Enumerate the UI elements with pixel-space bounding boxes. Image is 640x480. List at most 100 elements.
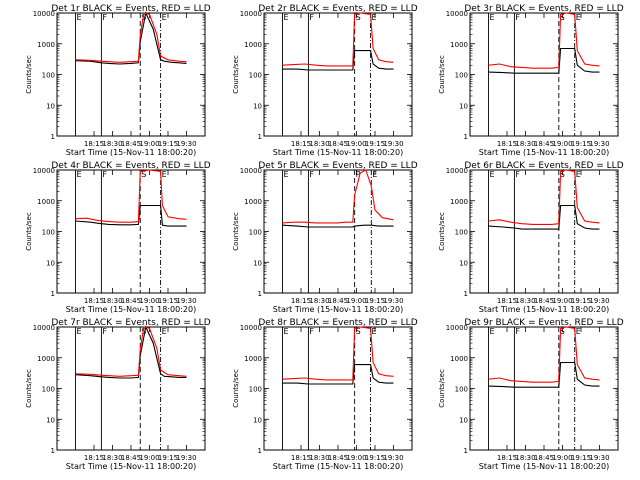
chart-panel-4: Det 4r BLACK = Events, RED = LLD 1 10 100 10… — [25, 161, 211, 314]
y-tick-label: 100 — [455, 229, 468, 237]
x-tick-label: 19:00 — [139, 140, 159, 148]
event-marker-label: E — [77, 170, 82, 179]
event-marker-label: F — [515, 327, 520, 336]
event-marker-label: E — [372, 13, 377, 22]
x-tick-label: 18:45 — [121, 454, 141, 462]
x-tick-label: 18:30 — [309, 140, 329, 148]
x-tick-label: 19:00 — [552, 297, 572, 305]
x-tick-label: 19:00 — [346, 140, 366, 148]
series-lld-line — [488, 326, 600, 383]
series-lld-line — [282, 169, 394, 224]
chart-panel-7: Det 7r BLACK = Events, RED = LLD 1 10 100 10… — [25, 318, 211, 471]
event-marker-label: E — [372, 327, 377, 336]
y-tick-label: 1 — [51, 290, 55, 298]
x-axis-label: Start Time (15-Nov-11 18:00:20) — [273, 462, 403, 471]
x-tick-label: 19:30 — [589, 297, 609, 305]
x-tick-label: 18:30 — [515, 454, 535, 462]
event-marker-label: F — [515, 13, 520, 22]
x-tick-label: 19:30 — [176, 140, 196, 148]
x-tick-label: 19:15 — [365, 140, 385, 148]
series-events-line — [75, 325, 187, 379]
event-marker-label: F — [102, 13, 107, 22]
y-tick-label: 10 — [459, 416, 468, 424]
x-tick-label: 19:15 — [571, 454, 591, 462]
y-tick-label: 10000 — [33, 10, 55, 18]
event-marker-label: F — [515, 170, 520, 179]
y-tick-label: 1 — [464, 133, 468, 141]
plot-frame — [263, 326, 413, 451]
x-tick-label: 18:15 — [291, 297, 311, 305]
event-marker-label: S — [141, 13, 146, 22]
series-lld-line — [282, 12, 394, 67]
event-marker-label: E — [576, 13, 581, 22]
event-marker-label: P — [356, 170, 361, 179]
plot-frame — [56, 169, 206, 294]
plot-frame — [56, 326, 206, 451]
event-marker-label: S — [560, 170, 565, 179]
x-tick-label: 18:30 — [515, 297, 535, 305]
y-tick-label: 1000 — [450, 41, 468, 49]
chart-title: Det 4r BLACK = Events, RED = LLD — [51, 161, 210, 171]
series-events-line — [282, 50, 394, 71]
x-tick-label: 19:15 — [571, 297, 591, 305]
x-tick-label: 19:15 — [571, 140, 591, 148]
x-tick-label: 18:45 — [328, 297, 348, 305]
x-tick-label: 18:15 — [497, 140, 517, 148]
y-tick-label: 1 — [464, 290, 468, 298]
y-tick-label: 1 — [258, 290, 262, 298]
chart-title: Det 3r BLACK = Events, RED = LLD — [464, 4, 623, 14]
series-lld-line — [488, 169, 600, 225]
y-tick-label: 10 — [253, 102, 262, 110]
event-marker-label: F — [102, 327, 107, 336]
x-axis-label: Start Time (15-Nov-11 18:00:20) — [66, 148, 196, 157]
x-tick-label: 18:15 — [291, 140, 311, 148]
y-tick-label: 10 — [46, 259, 55, 267]
y-axis-label: Counts/sec — [232, 212, 240, 251]
chart-title: Det 5r BLACK = Events, RED = LLD — [258, 161, 417, 171]
y-tick-label: 1 — [258, 447, 262, 455]
y-tick-label: 1000 — [244, 41, 262, 49]
y-axis-label: Counts/sec — [232, 369, 240, 408]
plot-frame — [263, 12, 413, 137]
plot-frame — [469, 169, 619, 294]
y-tick-label: 10 — [459, 102, 468, 110]
series-lld-line — [282, 326, 394, 381]
series-events-line — [282, 224, 394, 228]
series-events-line — [488, 47, 600, 74]
x-tick-label: 18:45 — [121, 297, 141, 305]
chart-title: Det 6r BLACK = Events, RED = LLD — [464, 161, 623, 171]
x-tick-label: 19:00 — [346, 454, 366, 462]
y-tick-label: 1000 — [37, 41, 55, 49]
y-tick-label: 1 — [51, 447, 55, 455]
x-axis-label: Start Time (15-Nov-11 18:00:20) — [66, 305, 196, 314]
y-tick-label: 10000 — [446, 10, 468, 18]
event-marker-label: E — [490, 327, 495, 336]
event-marker-label: S — [141, 327, 146, 336]
y-tick-label: 1000 — [244, 355, 262, 363]
x-tick-label: 19:00 — [139, 297, 159, 305]
x-tick-label: 18:30 — [309, 297, 329, 305]
chart-panel-2: Det 2r BLACK = Events, RED = LLD 1 10 100 10… — [232, 4, 418, 157]
event-marker-label: E — [284, 13, 289, 22]
x-tick-label: 18:45 — [328, 454, 348, 462]
plot-frame — [469, 12, 619, 137]
series-lld-line — [488, 12, 600, 69]
x-tick-label: 19:30 — [383, 454, 403, 462]
x-tick-label: 19:15 — [365, 454, 385, 462]
y-tick-label: 1000 — [450, 355, 468, 363]
series-events-line — [282, 364, 394, 385]
y-axis-label: Counts/sec — [438, 212, 446, 251]
x-tick-label: 19:15 — [158, 297, 178, 305]
event-marker-label: E — [162, 170, 167, 179]
chart-panel-1: Det 1r BLACK = Events, RED = LLD 1 10 100 10… — [25, 4, 211, 157]
y-tick-label: 10000 — [33, 167, 55, 175]
x-tick-label: 18:45 — [534, 297, 554, 305]
y-tick-label: 10 — [253, 416, 262, 424]
x-tick-label: 18:15 — [497, 297, 517, 305]
y-tick-label: 10 — [459, 259, 468, 267]
y-tick-label: 1000 — [37, 198, 55, 206]
y-axis-label: Counts/sec — [25, 55, 33, 94]
plot-frame — [469, 326, 619, 451]
event-marker-label: E — [284, 327, 289, 336]
